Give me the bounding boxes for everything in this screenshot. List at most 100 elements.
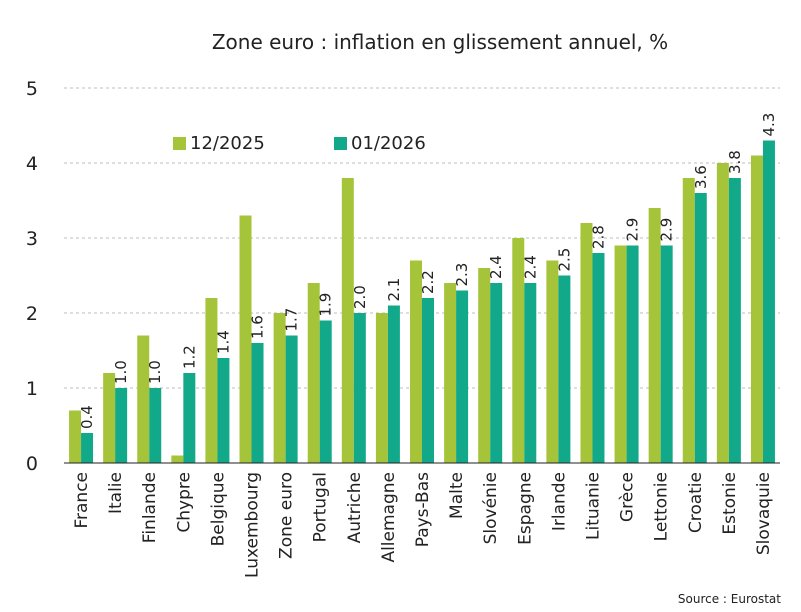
bar-01-2026	[319, 320, 332, 463]
y-tick-label: 4	[26, 153, 38, 175]
data-label: 3.6	[692, 165, 710, 189]
bar-01-2026	[81, 433, 94, 463]
x-tick-label: Zone euro	[277, 472, 297, 559]
data-label: 0.4	[78, 405, 96, 429]
x-tick-label: Finlande	[140, 472, 160, 543]
data-labels: 0.4 1.0 1.0 1.2 1.4 1.6 1.7 1.9 2.0 2.1 2.2 2.3 2.4 2…	[78, 113, 778, 429]
source-note: Source : Eurostat	[678, 592, 781, 606]
bar-12-2025	[682, 178, 695, 463]
data-label: 2.1	[385, 278, 403, 302]
x-tick-label: Chypre	[174, 472, 194, 533]
bar-01-2026	[217, 358, 230, 463]
bar-12-2025	[716, 163, 729, 463]
bar-01-2026	[490, 283, 503, 463]
y-axis-ticks: 0 1 2 3 4 5	[26, 78, 38, 475]
data-label: 1.6	[249, 315, 267, 339]
x-tick-label: Pays-Bas	[413, 472, 433, 547]
bar-01-2026	[456, 290, 469, 463]
bar-12-2025	[750, 155, 763, 463]
data-label: 1.2	[180, 345, 198, 369]
bar-01-2026	[149, 388, 162, 463]
x-tick-label: Slovaquie	[754, 472, 774, 555]
data-label: 1.7	[283, 308, 301, 332]
x-tick-label: Grèce	[618, 472, 638, 522]
bars	[69, 140, 775, 463]
x-tick-label: Espagne	[515, 472, 535, 545]
bar-01-2026	[694, 193, 707, 463]
x-tick-label: Allemagne	[379, 472, 399, 563]
bar-01-2026	[285, 335, 298, 463]
bar-12-2025	[307, 283, 320, 463]
legend-label-12-2025: 12/2025	[190, 133, 265, 154]
bar-01-2026	[762, 140, 775, 463]
bar-01-2026	[387, 305, 400, 463]
data-label: 2.5	[555, 248, 573, 272]
bar-12-2025	[478, 268, 491, 463]
legend-label-01-2026: 01/2026	[351, 133, 426, 154]
data-label: 2.0	[351, 285, 369, 309]
data-label: 1.0	[112, 360, 130, 384]
bar-01-2026	[524, 283, 537, 463]
bar-12-2025	[341, 178, 354, 463]
data-label: 1.4	[214, 330, 232, 354]
data-label: 4.3	[760, 113, 778, 137]
bar-12-2025	[648, 208, 661, 463]
bar-12-2025	[273, 313, 286, 463]
bar-01-2026	[592, 253, 605, 463]
bar-12-2025	[239, 215, 252, 463]
data-label: 2.4	[521, 255, 539, 279]
bar-12-2025	[444, 283, 457, 463]
bar-01-2026	[353, 313, 366, 463]
data-label: 2.9	[658, 218, 676, 242]
data-label: 2.4	[487, 255, 505, 279]
bar-12-2025	[614, 245, 627, 463]
data-label: 2.8	[589, 225, 607, 249]
bar-12-2025	[580, 223, 593, 463]
x-tick-label: Croatie	[686, 472, 706, 533]
y-tick-label: 5	[26, 78, 38, 100]
x-tick-label: Lettonie	[652, 472, 672, 541]
bar-01-2026	[183, 373, 196, 463]
bar-12-2025	[512, 238, 525, 463]
x-tick-label: Autriche	[345, 472, 365, 543]
bar-12-2025	[69, 410, 82, 463]
bar-12-2025	[137, 335, 150, 463]
data-label: 2.3	[453, 263, 471, 287]
x-tick-label: Portugal	[311, 472, 331, 542]
legend-swatch-01-2026	[334, 137, 347, 150]
data-label: 2.9	[624, 218, 642, 242]
x-tick-label: Lituanie	[583, 472, 603, 540]
y-tick-label: 1	[26, 378, 38, 400]
x-tick-label: Slovénie	[481, 472, 501, 544]
bar-01-2026	[558, 275, 571, 463]
data-label: 2.2	[419, 270, 437, 294]
chart-title: Zone euro : inflation en glissement annu…	[212, 30, 668, 54]
x-tick-label: Malte	[447, 472, 467, 519]
bar-12-2025	[171, 455, 184, 463]
data-label: 3.8	[726, 150, 744, 174]
bar-01-2026	[728, 178, 741, 463]
legend: 12/2025 01/2026	[173, 133, 426, 154]
x-axis-ticks: France Italie Finlande Chypre Belgique Luxemb…	[72, 472, 774, 578]
bar-12-2025	[103, 373, 116, 463]
y-tick-label: 2	[26, 303, 38, 325]
bar-01-2026	[251, 343, 264, 463]
data-label: 1.0	[146, 360, 164, 384]
bar-01-2026	[660, 245, 673, 463]
x-tick-label: Irlande	[549, 472, 569, 531]
bar-12-2025	[546, 260, 559, 463]
bar-01-2026	[115, 388, 128, 463]
data-label: 1.9	[317, 293, 335, 317]
legend-swatch-12-2025	[173, 137, 186, 150]
bar-01-2026	[626, 245, 639, 463]
x-tick-label: Estonie	[720, 472, 740, 535]
x-tick-label: Belgique	[208, 472, 228, 546]
x-tick-label: France	[72, 472, 92, 529]
x-tick-label: Italie	[106, 472, 126, 514]
bar-12-2025	[375, 313, 388, 463]
y-tick-label: 0	[26, 453, 38, 475]
y-tick-label: 3	[26, 228, 38, 250]
bar-12-2025	[410, 260, 422, 463]
x-tick-label: Luxembourg	[243, 472, 263, 578]
